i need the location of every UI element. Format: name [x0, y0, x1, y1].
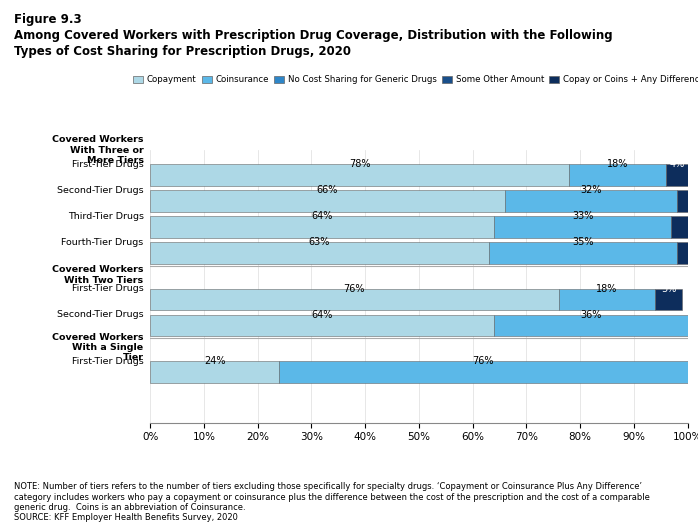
Legend: Copayment, Coinsurance, No Cost Sharing for Generic Drugs, Some Other Amount, Co: Copayment, Coinsurance, No Cost Sharing …	[129, 72, 698, 88]
Text: First-Tier Drugs: First-Tier Drugs	[72, 357, 144, 366]
Text: Covered Workers
With a Single
Tier: Covered Workers With a Single Tier	[52, 333, 144, 362]
Bar	[150, 289, 558, 310]
Bar	[494, 216, 671, 238]
Bar	[150, 164, 570, 185]
Text: Covered Workers
With Two Tiers: Covered Workers With Two Tiers	[52, 265, 144, 285]
Text: 78%: 78%	[349, 159, 371, 169]
Bar	[666, 164, 688, 185]
Text: Figure 9.3: Figure 9.3	[14, 13, 82, 26]
Bar	[494, 315, 688, 336]
Text: 18%: 18%	[596, 284, 618, 294]
Text: 35%: 35%	[572, 237, 593, 247]
Bar	[150, 242, 489, 264]
Text: 33%: 33%	[572, 211, 593, 221]
Text: Covered Workers
With Three or
More Tiers: Covered Workers With Three or More Tiers	[52, 135, 144, 165]
Bar	[150, 190, 505, 212]
Text: NOTE: Number of tiers refers to the number of tiers excluding those specifically: NOTE: Number of tiers refers to the numb…	[14, 482, 650, 522]
Bar	[150, 361, 279, 383]
Text: Among Covered Workers with Prescription Drug Coverage, Distribution with the Fol: Among Covered Workers with Prescription …	[14, 29, 613, 42]
Bar	[279, 361, 688, 383]
Bar	[655, 289, 682, 310]
Text: 64%: 64%	[311, 310, 333, 320]
Text: 36%: 36%	[580, 310, 602, 320]
Text: 66%: 66%	[317, 185, 338, 195]
Text: 5%: 5%	[661, 284, 676, 294]
Text: First-Tier Drugs: First-Tier Drugs	[72, 160, 144, 169]
Text: 18%: 18%	[607, 159, 628, 169]
Text: 76%: 76%	[343, 284, 365, 294]
Bar	[671, 216, 688, 238]
Text: 4%: 4%	[669, 159, 685, 169]
Bar	[150, 216, 494, 238]
Bar	[150, 315, 494, 336]
Bar	[558, 289, 655, 310]
Text: Types of Cost Sharing for Prescription Drugs, 2020: Types of Cost Sharing for Prescription D…	[14, 45, 351, 58]
Text: Second-Tier Drugs: Second-Tier Drugs	[57, 186, 144, 195]
Text: 32%: 32%	[580, 185, 602, 195]
Bar	[570, 164, 666, 185]
Bar	[677, 190, 688, 212]
Text: 63%: 63%	[309, 237, 330, 247]
Bar	[489, 242, 677, 264]
Text: 24%: 24%	[204, 356, 225, 366]
Bar	[677, 242, 688, 264]
Text: Fourth-Tier Drugs: Fourth-Tier Drugs	[61, 238, 144, 247]
Text: 76%: 76%	[473, 356, 494, 366]
Text: 64%: 64%	[311, 211, 333, 221]
Bar	[505, 190, 677, 212]
Text: Second-Tier Drugs: Second-Tier Drugs	[57, 310, 144, 319]
Text: First-Tier Drugs: First-Tier Drugs	[72, 285, 144, 293]
Text: Third-Tier Drugs: Third-Tier Drugs	[68, 212, 144, 220]
